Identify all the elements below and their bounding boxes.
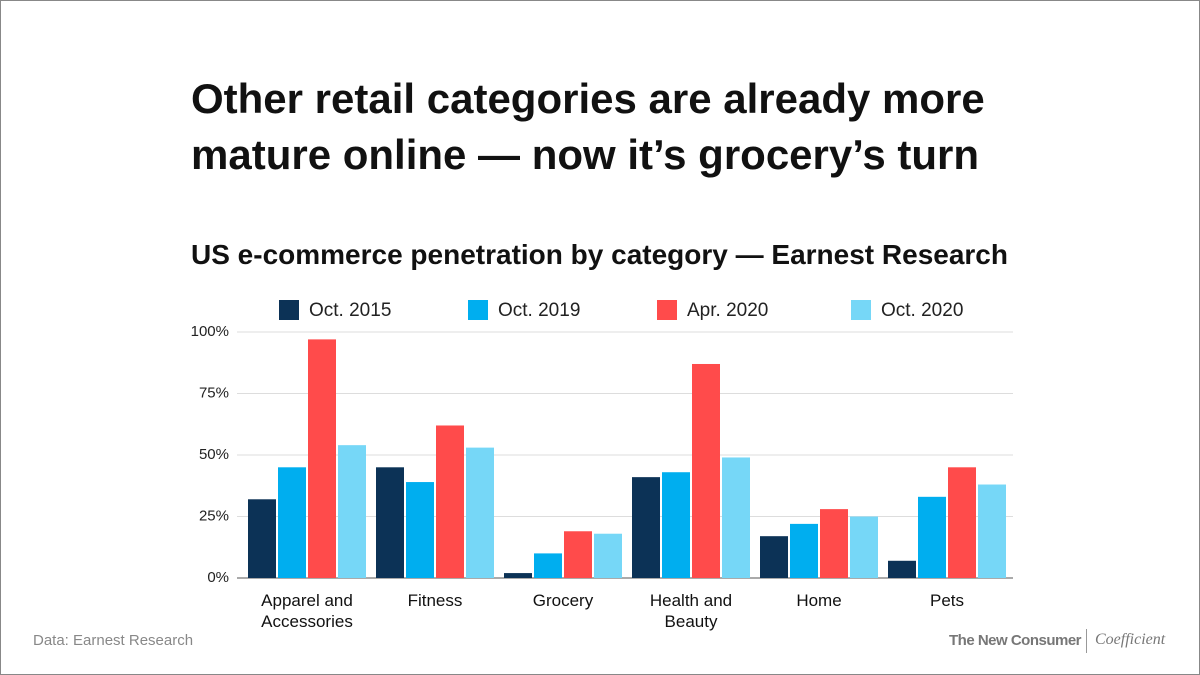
x-tick-label: Apparel and Accessories	[261, 591, 353, 631]
bar	[376, 467, 404, 578]
bar	[466, 447, 494, 578]
bar	[888, 560, 916, 578]
legend-swatch	[851, 300, 871, 320]
brand: Coefficient	[1095, 631, 1166, 648]
bar	[850, 516, 878, 578]
bar	[504, 573, 532, 578]
bar	[662, 472, 690, 578]
bar	[760, 536, 788, 578]
bar	[948, 467, 976, 578]
bar	[308, 339, 336, 578]
bar	[248, 499, 276, 578]
y-tick-label: 75%	[199, 384, 229, 401]
x-tick-label: Health and Beauty	[649, 591, 733, 631]
x-tick-label: Fitness	[407, 591, 463, 610]
x-tick-label: Pets	[929, 591, 965, 610]
x-tick-label: Home	[796, 591, 842, 610]
bar	[278, 467, 306, 578]
bar	[918, 496, 946, 578]
legend-swatch	[279, 300, 299, 320]
bar	[594, 533, 622, 578]
legend-label: Oct. 2015	[309, 300, 391, 321]
brand: The New Consumer	[949, 632, 1082, 649]
bar	[790, 523, 818, 578]
title: Other retail categories are already more…	[191, 75, 985, 178]
bar	[436, 425, 464, 578]
y-tick-label: 100%	[191, 323, 229, 340]
subtitle: US e-commerce penetration by category — …	[191, 239, 1008, 270]
y-tick-label: 50%	[199, 446, 229, 463]
bar	[978, 484, 1006, 578]
bar	[564, 531, 592, 578]
source: Data: Earnest Research	[33, 632, 194, 649]
bar	[406, 482, 434, 578]
bar	[692, 363, 720, 578]
bar	[338, 445, 366, 578]
bar	[632, 477, 660, 578]
bar	[722, 457, 750, 578]
legend-label: Oct. 2019	[498, 300, 580, 321]
y-tick-label: 0%	[207, 569, 229, 586]
legend-swatch	[657, 300, 677, 320]
bar	[534, 553, 562, 578]
legend-label: Apr. 2020	[687, 300, 768, 321]
legend-swatch	[468, 300, 488, 320]
y-tick-label: 25%	[199, 507, 229, 524]
legend-label: Oct. 2020	[881, 300, 963, 321]
separator	[1086, 629, 1087, 653]
x-tick-label: Grocery	[532, 591, 594, 610]
bar	[820, 509, 848, 578]
